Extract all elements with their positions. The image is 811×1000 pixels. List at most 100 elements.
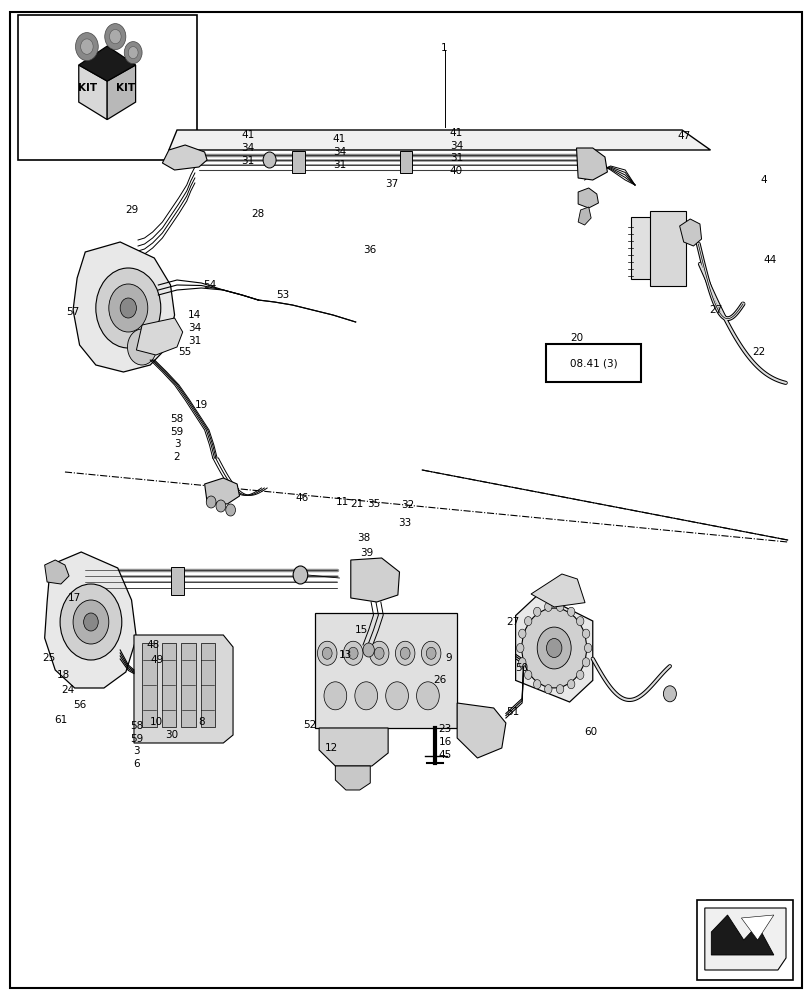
Polygon shape: [710, 915, 773, 955]
Circle shape: [75, 33, 98, 61]
Text: 48: 48: [146, 640, 159, 650]
Text: KIT: KIT: [78, 83, 97, 93]
Text: 29: 29: [125, 205, 138, 215]
Polygon shape: [350, 558, 399, 602]
Polygon shape: [515, 594, 592, 702]
Circle shape: [293, 566, 307, 584]
Circle shape: [348, 647, 358, 659]
Text: 13: 13: [338, 650, 351, 660]
Circle shape: [105, 24, 126, 50]
Polygon shape: [45, 552, 136, 688]
Polygon shape: [530, 574, 584, 607]
Text: 26: 26: [433, 675, 446, 685]
Bar: [181, 643, 195, 727]
Text: 53: 53: [276, 290, 289, 300]
Circle shape: [567, 607, 574, 616]
Text: 44: 44: [762, 255, 775, 265]
Circle shape: [516, 643, 523, 653]
Bar: [696, 900, 792, 980]
Circle shape: [128, 47, 138, 59]
Bar: [142, 643, 157, 727]
Text: 27: 27: [709, 305, 722, 315]
Bar: [399, 151, 412, 173]
Circle shape: [263, 152, 276, 168]
Text: 08.41 (3): 08.41 (3): [569, 358, 616, 368]
Circle shape: [109, 284, 148, 332]
Circle shape: [581, 629, 589, 638]
Bar: [18, 15, 196, 160]
Circle shape: [537, 627, 570, 669]
Text: 8: 8: [198, 717, 204, 727]
Text: 9: 9: [444, 653, 451, 663]
Circle shape: [225, 504, 235, 516]
Circle shape: [216, 500, 225, 512]
Text: 51: 51: [506, 707, 519, 717]
Text: 22: 22: [752, 347, 765, 357]
Circle shape: [663, 686, 676, 702]
Text: 20: 20: [569, 333, 582, 343]
Circle shape: [576, 670, 583, 679]
Bar: [292, 151, 305, 173]
Circle shape: [521, 608, 586, 688]
Bar: [200, 643, 215, 727]
Text: 15: 15: [354, 625, 367, 635]
Circle shape: [533, 680, 540, 689]
Circle shape: [369, 641, 388, 665]
Text: 30: 30: [165, 730, 178, 740]
Circle shape: [322, 647, 332, 659]
Text: 36: 36: [363, 245, 375, 255]
Text: 14
34
31: 14 34 31: [188, 310, 201, 346]
Circle shape: [385, 682, 408, 710]
Circle shape: [421, 641, 440, 665]
Text: 41
34
31: 41 34 31: [241, 130, 254, 166]
Polygon shape: [576, 148, 607, 180]
Bar: [545, 344, 641, 382]
Polygon shape: [457, 703, 505, 758]
Circle shape: [84, 613, 98, 631]
Text: 35: 35: [367, 499, 380, 509]
Circle shape: [524, 670, 531, 679]
Polygon shape: [73, 242, 174, 372]
Polygon shape: [134, 635, 233, 743]
Polygon shape: [577, 207, 590, 225]
Text: 56: 56: [73, 700, 86, 710]
Text: 58
59
3
6: 58 59 3 6: [130, 721, 143, 769]
Text: 54: 54: [203, 280, 216, 290]
Circle shape: [400, 647, 410, 659]
Text: 1: 1: [440, 43, 447, 53]
Text: 10: 10: [150, 717, 163, 727]
Bar: [161, 643, 176, 727]
Bar: [630, 217, 653, 279]
Text: 52: 52: [303, 720, 316, 730]
Circle shape: [343, 641, 363, 665]
Text: 50: 50: [514, 663, 527, 673]
Circle shape: [206, 496, 216, 508]
Polygon shape: [577, 188, 598, 208]
Bar: [315, 613, 457, 728]
Circle shape: [544, 685, 551, 694]
Text: 11: 11: [336, 497, 349, 507]
Text: 61: 61: [54, 715, 67, 725]
Circle shape: [109, 29, 121, 44]
Polygon shape: [204, 478, 239, 504]
Text: 18: 18: [57, 670, 70, 680]
Text: 23
16
45: 23 16 45: [438, 724, 451, 760]
Circle shape: [354, 682, 377, 710]
Polygon shape: [45, 560, 69, 584]
Text: 12: 12: [324, 743, 337, 753]
Circle shape: [120, 298, 136, 318]
Polygon shape: [79, 46, 135, 81]
Circle shape: [524, 617, 531, 626]
Polygon shape: [335, 766, 370, 790]
Text: 17: 17: [68, 593, 81, 603]
Bar: [170, 567, 183, 595]
Circle shape: [395, 641, 414, 665]
Circle shape: [60, 584, 122, 660]
Circle shape: [544, 602, 551, 611]
Circle shape: [324, 682, 346, 710]
Circle shape: [546, 639, 561, 658]
Circle shape: [426, 647, 436, 659]
Text: 38: 38: [357, 533, 370, 543]
Polygon shape: [79, 65, 107, 120]
Circle shape: [518, 658, 526, 667]
